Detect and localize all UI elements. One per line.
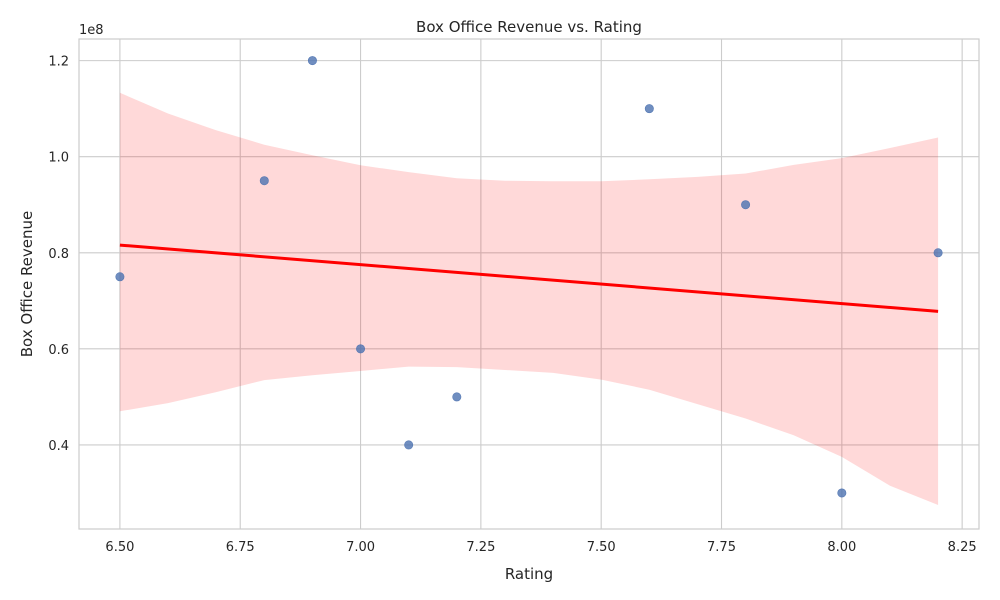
data-point: [644, 104, 654, 114]
x-tick-labels: 6.50 6.75 7.00 7.25 7.50 7.75 8.00 8.25: [105, 540, 976, 555]
x-tick-label: 8.25: [948, 540, 977, 555]
plot-frame: [78, 38, 980, 530]
data-point: [356, 344, 366, 354]
x-tick-label: 7.25: [466, 540, 495, 555]
data-point: [404, 440, 414, 450]
data-point: [933, 248, 943, 258]
x-tick-label: 7.50: [587, 540, 616, 555]
y-tick-label: 0.6: [48, 343, 69, 358]
data-point: [259, 176, 269, 186]
regression-line-layer: [119, 243, 939, 313]
confidence-band-layer: [119, 92, 939, 506]
x-tick-label: 6.75: [226, 540, 255, 555]
y-tick-label: 0.8: [48, 247, 69, 262]
data-point: [741, 200, 751, 210]
data-point: [307, 56, 317, 66]
data-points: [115, 56, 943, 498]
confidence-band: [119, 92, 939, 506]
y-axis-label: Box Office Revenue: [18, 211, 36, 358]
x-tick-label: 8.00: [827, 540, 856, 555]
x-axis-label: Rating: [505, 565, 553, 583]
y-axis-offset-label: 1e8: [79, 23, 104, 38]
data-point: [837, 488, 847, 498]
x-tick-label: 6.50: [105, 540, 134, 555]
y-tick-labels: 0.4 0.6 0.8 1.0 1.2: [48, 55, 69, 454]
y-tick-label: 1.2: [48, 55, 69, 70]
chart-title: Box Office Revenue vs. Rating: [416, 18, 642, 36]
x-tick-label: 7.00: [346, 540, 375, 555]
regression-line: [119, 243, 939, 313]
y-tick-label: 0.4: [48, 439, 69, 454]
x-tick-label: 7.75: [707, 540, 736, 555]
data-point: [452, 392, 462, 402]
y-tick-label: 1.0: [48, 151, 69, 166]
data-point: [115, 272, 125, 282]
